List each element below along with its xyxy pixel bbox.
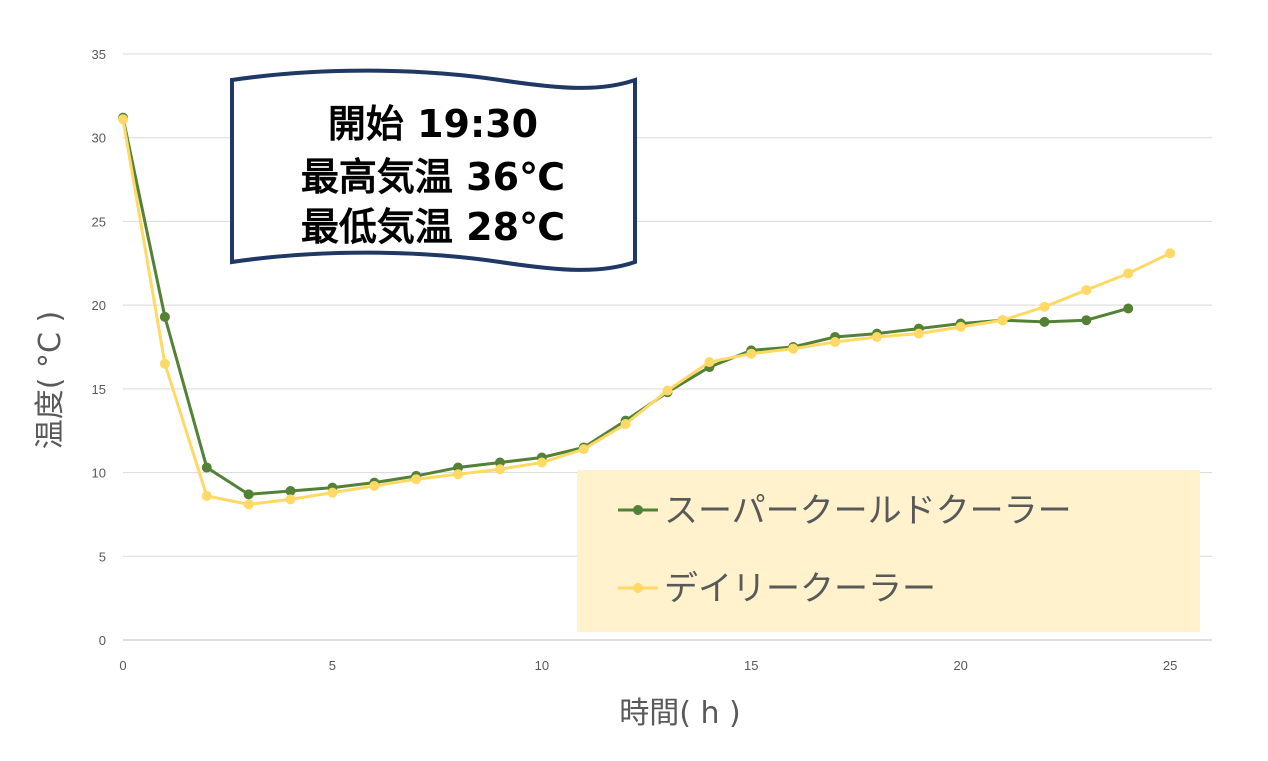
data-point-s1-14 [704, 357, 715, 368]
legend-label-daily: デイリークーラー [664, 569, 936, 609]
data-point-s0-4 [285, 485, 296, 496]
banner-line-min-temp: 最低気温 28℃ [301, 205, 565, 249]
y-tick-label-15: 15 [92, 382, 106, 397]
data-point-s1-20 [955, 321, 966, 332]
data-point-s0-24 [1123, 303, 1134, 314]
legend-swatch-marker-daily [633, 583, 643, 593]
data-point-s1-23 [1081, 285, 1092, 296]
y-tick-labels: 0 5 10 15 20 25 30 35 [92, 47, 106, 648]
data-point-s1-17 [830, 336, 841, 347]
y-tick-label-0: 0 [99, 633, 106, 648]
data-point-s1-8 [453, 469, 464, 480]
banner-line-max-temp: 最高気温 36℃ [301, 155, 565, 199]
legend-entry-daily: デイリークーラー [618, 569, 936, 609]
data-point-s1-5 [327, 487, 338, 498]
data-point-s1-7 [411, 474, 422, 485]
series-line-1 [121, 119, 1171, 506]
data-point-s0-3 [243, 489, 254, 500]
banner-line-start: 開始 19:30 [328, 102, 538, 146]
legend-swatch-marker-super-cool [633, 505, 643, 515]
data-point-s1-18 [871, 331, 882, 342]
x-tick-labels: 0 5 10 15 20 25 [119, 658, 1177, 673]
annotation-banner: 開始 19:30 最高気温 36℃ 最低気温 28℃ [230, 68, 637, 272]
x-tick-label-0: 0 [119, 658, 126, 673]
data-point-s1-0 [118, 114, 128, 125]
banner-shape [230, 68, 637, 272]
data-point-s1-22 [1039, 301, 1050, 312]
data-point-s1-21 [997, 315, 1008, 326]
data-point-s0-22 [1039, 316, 1050, 327]
data-point-s1-12 [620, 419, 631, 430]
data-point-s1-15 [746, 348, 757, 359]
data-point-s1-19 [913, 328, 924, 339]
data-point-s0-1 [159, 311, 170, 322]
data-point-s1-6 [369, 480, 380, 491]
x-tick-label-20: 20 [953, 658, 967, 673]
data-point-s1-2 [201, 491, 212, 502]
data-point-s0-23 [1081, 315, 1092, 326]
data-point-s1-24 [1123, 268, 1134, 279]
data-point-s1-25 [1165, 248, 1176, 259]
data-point-s1-10 [536, 457, 547, 468]
legend-background [577, 470, 1200, 632]
legend: スーパークールドクーラー デイリークーラー [577, 470, 1200, 632]
data-point-s1-13 [662, 385, 673, 396]
data-point-s1-3 [243, 499, 254, 510]
x-tick-label-25: 25 [1163, 658, 1177, 673]
data-point-s1-9 [494, 464, 505, 475]
series-layer [118, 112, 1176, 510]
x-tick-label-5: 5 [329, 658, 336, 673]
y-axis-title: 温度( °C ) [33, 311, 68, 449]
y-tick-label-25: 25 [92, 214, 106, 229]
legend-entry-super-cool: スーパークールドクーラー [618, 491, 1072, 531]
data-point-s1-1 [159, 358, 170, 369]
x-tick-label-10: 10 [535, 658, 549, 673]
data-point-s1-4 [285, 494, 296, 505]
data-point-s1-16 [788, 343, 799, 354]
x-axis-title: 時間( h ) [619, 696, 741, 731]
y-tick-label-10: 10 [92, 466, 106, 481]
y-tick-label-35: 35 [92, 47, 106, 62]
y-tick-label-5: 5 [99, 549, 106, 564]
y-tick-label-20: 20 [92, 298, 106, 313]
data-point-s1-11 [578, 444, 589, 455]
x-tick-label-15: 15 [744, 658, 758, 673]
legend-label-super-cool: スーパークールドクーラー [664, 491, 1072, 531]
y-tick-label-30: 30 [92, 131, 106, 146]
series-1 [118, 114, 1176, 510]
data-point-s0-2 [201, 462, 212, 473]
